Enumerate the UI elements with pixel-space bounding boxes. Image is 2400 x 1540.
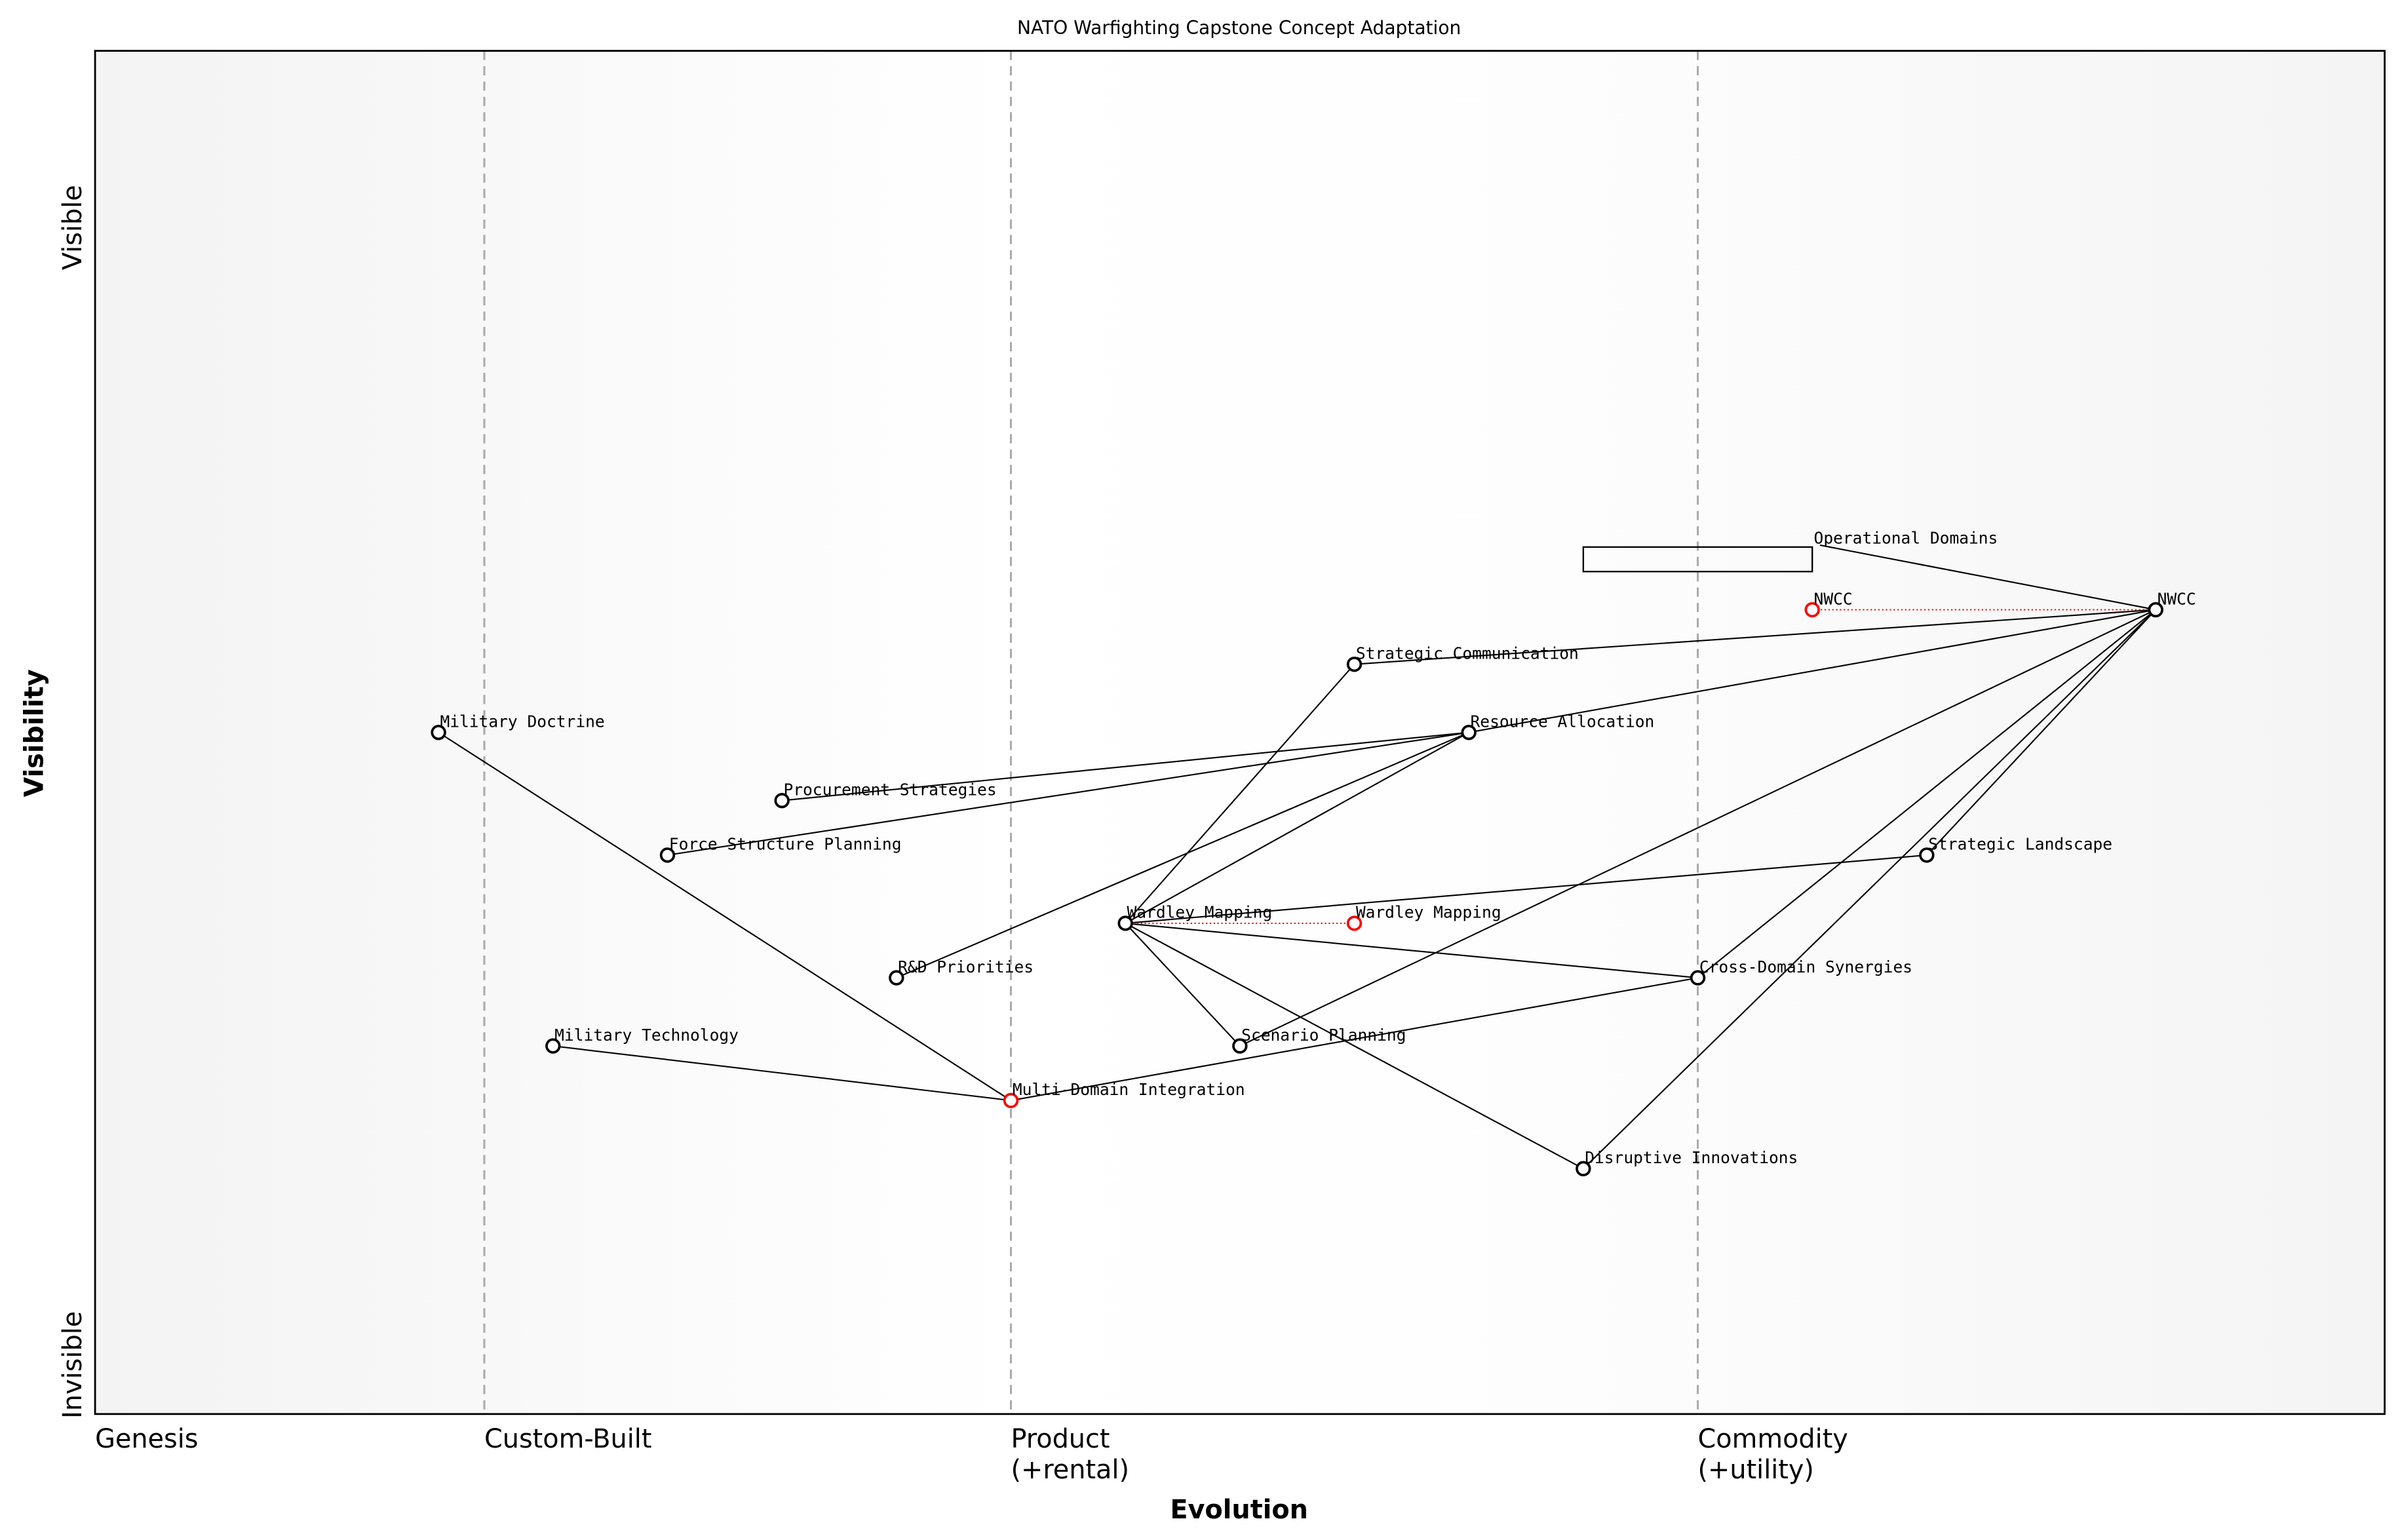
node-cross-domain[interactable] xyxy=(1690,970,1706,986)
plot-frame xyxy=(94,50,2386,1415)
link-pipeline-nwcc xyxy=(1819,544,2156,611)
evolved-node[interactable] xyxy=(1346,915,1363,931)
pipeline-box xyxy=(1582,546,1813,573)
node-label-procurement: Procurement Strategies xyxy=(783,780,996,799)
link-nwcc-disruptive xyxy=(1583,609,2156,1170)
node-label-force-structure: Force Structure Planning xyxy=(669,835,902,854)
node-label-military-doctrine: Military Doctrine xyxy=(440,712,604,731)
link-nwcc-resource-allocation xyxy=(1469,609,2156,733)
node-procurement[interactable] xyxy=(774,792,790,809)
y-bottom-label: Invisible xyxy=(58,1311,88,1419)
link-military-doctrine-multi-domain xyxy=(438,731,1012,1102)
node-label-strat-comm: Strategic Communication xyxy=(1356,644,1579,663)
link-resource-allocation-force-structure xyxy=(667,731,1469,856)
stage-label: Product xyxy=(1011,1424,1110,1454)
link-military-technology-multi-domain xyxy=(552,1045,1011,1102)
link-wardley-mapping-cross-domain xyxy=(1125,922,1698,979)
link-nwcc-scenario-planning xyxy=(1239,609,2156,1047)
y-top-label: Visible xyxy=(58,185,88,270)
node-label-nwcc: NWCC xyxy=(2158,589,2196,608)
node-label-strategic-landscape: Strategic Landscape xyxy=(1928,835,2112,854)
link-wardley-mapping-strategic-landscape xyxy=(1125,854,1927,924)
link-wardley-mapping-disruptive xyxy=(1125,922,1584,1170)
stage-label: Custom-Built xyxy=(484,1424,651,1454)
node-military-technology[interactable] xyxy=(545,1038,561,1054)
link-wardley-mapping-scenario-planning xyxy=(1125,923,1241,1047)
link-nwcc-cross-domain xyxy=(1697,609,2156,978)
stage-label-sub: (+rental) xyxy=(1011,1455,1129,1485)
node-strategic-landscape[interactable] xyxy=(1919,847,1935,863)
x-axis-title: Evolution xyxy=(1170,1495,1308,1525)
node-rd-priorities[interactable] xyxy=(889,970,904,986)
node-resource-allocation[interactable] xyxy=(1461,724,1477,741)
node-label-cross-domain: Cross-Domain Synergies xyxy=(1699,957,1912,976)
node-label-multi-domain: Multi-Domain Integration xyxy=(1013,1080,1245,1099)
node-military-doctrine[interactable] xyxy=(431,724,446,741)
evolved-node-label: NWCC xyxy=(1814,589,1853,608)
y-axis-title: Visibility xyxy=(20,669,50,797)
stage-label-sub: (+utility) xyxy=(1698,1455,1814,1485)
node-label-wardley-mapping: Wardley Mapping xyxy=(1127,903,1273,922)
link-resource-allocation-rd-priorities xyxy=(896,731,1469,979)
node-label-rd-priorities: R&D Priorities xyxy=(898,957,1034,976)
node-nwcc[interactable] xyxy=(2148,602,2163,618)
link-multi-domain-cross-domain xyxy=(1011,977,1698,1102)
node-label-military-technology: Military Technology xyxy=(554,1026,739,1045)
node-wardley-mapping[interactable] xyxy=(1117,915,1133,931)
node-disruptive[interactable] xyxy=(1576,1161,1591,1177)
evolved-node-label: Wardley Mapping xyxy=(1356,903,1501,922)
link-nwcc-strategic-landscape xyxy=(1926,609,2157,856)
evolved-node[interactable] xyxy=(1804,602,1820,618)
node-label-scenario-planning: Scenario Planning xyxy=(1241,1026,1406,1045)
stage-label: Commodity xyxy=(1698,1424,1848,1454)
link-resource-allocation-procurement xyxy=(782,731,1469,801)
pipeline-label: Operational Domains xyxy=(1814,529,1998,548)
link-nwcc-strat-comm xyxy=(1354,609,2156,665)
link-resource-allocation-wardley-mapping xyxy=(1125,731,1469,924)
node-force-structure[interactable] xyxy=(659,847,676,863)
stage-label: Genesis xyxy=(95,1424,198,1454)
link-strat-comm-wardley-mapping xyxy=(1125,663,1355,924)
node-label-disruptive: Disruptive Innovations xyxy=(1585,1148,1798,1167)
node-label-resource-allocation: Resource Allocation xyxy=(1471,712,1655,731)
node-scenario-planning[interactable] xyxy=(1232,1038,1248,1054)
node-multi-domain[interactable] xyxy=(1003,1092,1019,1109)
node-strat-comm[interactable] xyxy=(1346,656,1363,672)
map-title: NATO Warfighting Capstone Concept Adapta… xyxy=(1017,17,1461,39)
